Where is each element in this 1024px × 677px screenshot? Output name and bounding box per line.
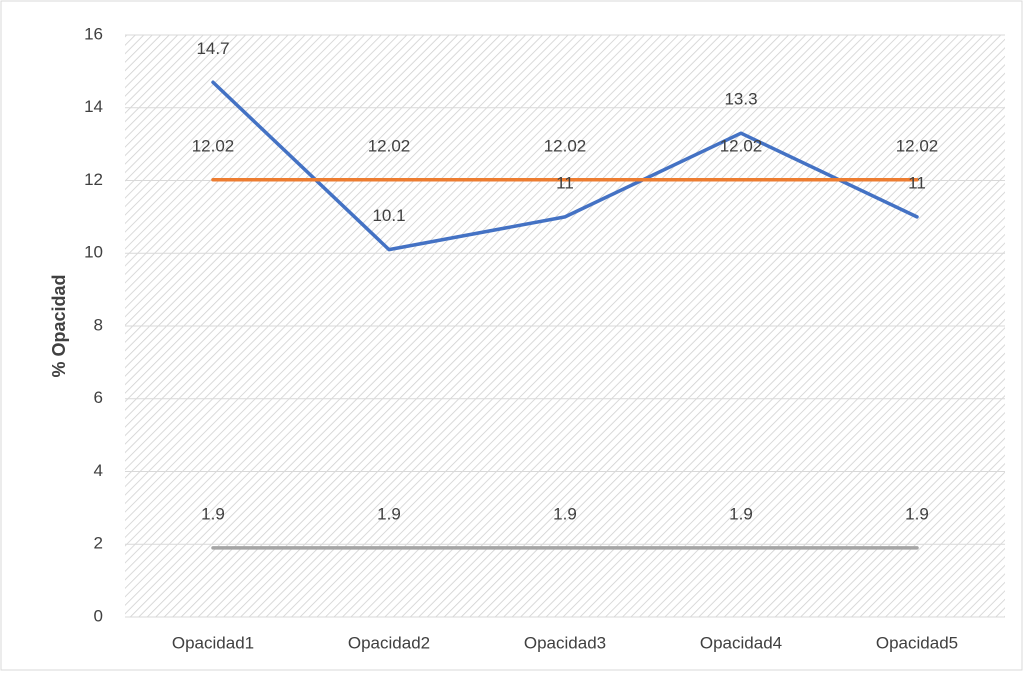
data-label: 11 — [908, 173, 926, 192]
x-tick-label: Opacidad1 — [172, 633, 254, 652]
y-axis-label: % Opacidad — [49, 274, 69, 377]
data-label: 1.9 — [377, 504, 401, 523]
y-tick-label: 14 — [84, 97, 103, 116]
series-line — [211, 80, 919, 252]
data-label: 1.9 — [905, 504, 929, 523]
y-tick-label: 6 — [94, 388, 103, 407]
data-label: 1.9 — [201, 504, 225, 523]
y-tick-label: 4 — [94, 461, 103, 480]
y-tick-label: 0 — [94, 606, 103, 625]
data-label: 10.1 — [372, 206, 405, 225]
data-label: 14.7 — [196, 39, 229, 58]
data-label: 1.9 — [729, 504, 753, 523]
x-tick-label: Opacidad3 — [524, 633, 606, 652]
data-label: 1.9 — [553, 504, 577, 523]
data-label: 12.02 — [368, 136, 411, 155]
data-label: 11 — [556, 173, 574, 192]
x-tick-label: Opacidad5 — [876, 633, 958, 652]
data-label: 13.3 — [724, 90, 757, 109]
data-label: 12.02 — [896, 136, 939, 155]
y-tick-label: 12 — [84, 170, 103, 189]
y-tick-label: 10 — [84, 243, 103, 262]
y-tick-label: 16 — [84, 24, 103, 43]
data-label: 12.02 — [544, 136, 587, 155]
y-tick-label: 8 — [94, 315, 103, 334]
data-label: 12.02 — [192, 136, 235, 155]
x-tick-label: Opacidad2 — [348, 633, 430, 652]
data-label: 12.02 — [720, 136, 763, 155]
x-tick-label: Opacidad4 — [700, 633, 782, 652]
y-tick-label: 2 — [94, 534, 103, 553]
